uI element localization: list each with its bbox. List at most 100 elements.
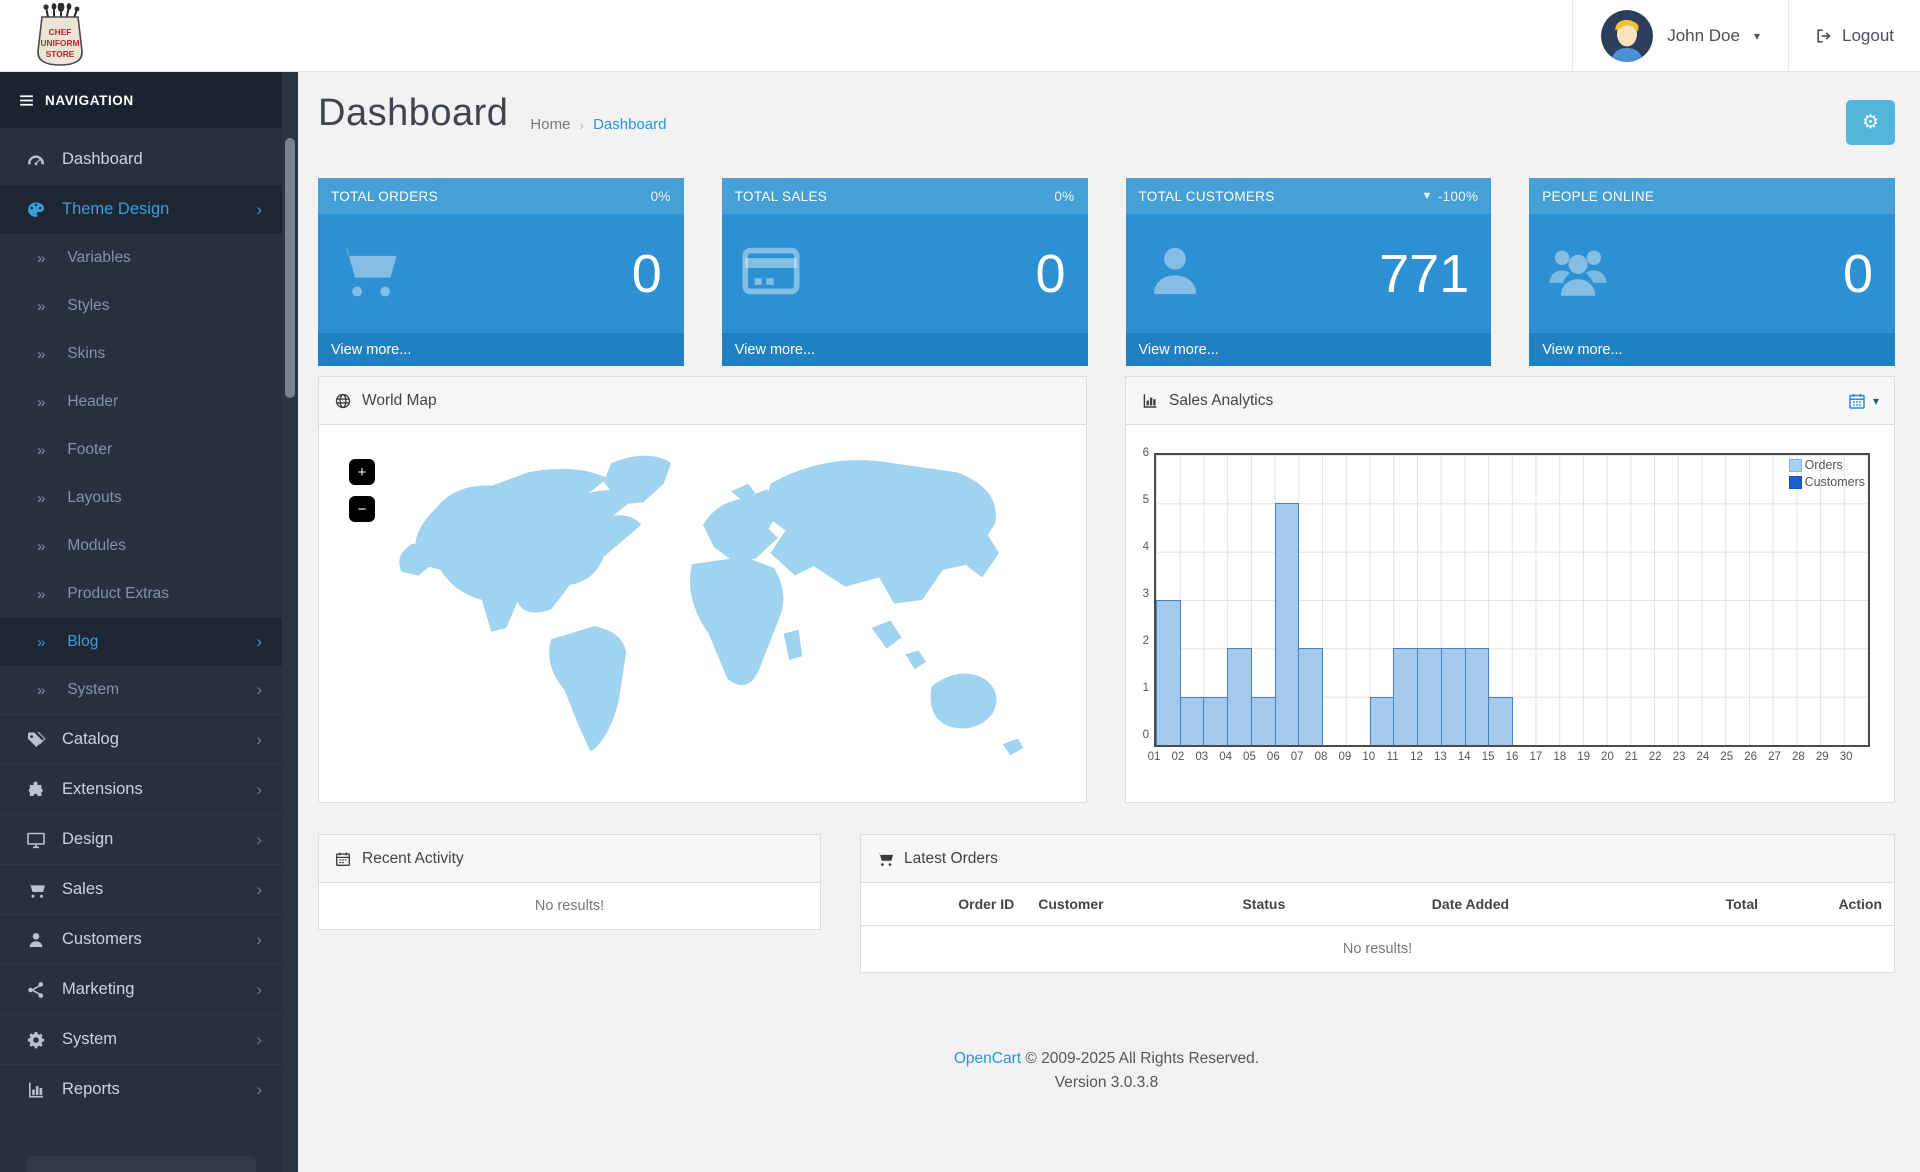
tile-body: 0 bbox=[1529, 214, 1895, 333]
page-title: Dashboard bbox=[318, 92, 509, 134]
sidebar-item-label: Catalog bbox=[62, 730, 119, 748]
sidebar-item-label: System bbox=[67, 681, 120, 698]
user-menu[interactable]: John Doe ▾ bbox=[1572, 0, 1788, 71]
sidebar-item-theme-design[interactable]: Theme Design › bbox=[0, 184, 298, 234]
legend-entry-customers: Customers bbox=[1788, 475, 1865, 489]
credit-card-icon bbox=[738, 238, 804, 309]
tile-view-more-link[interactable]: View more... bbox=[721, 333, 1088, 366]
user-name: John Doe bbox=[1667, 25, 1740, 45]
legend-swatch bbox=[1788, 458, 1802, 472]
x-tick-label: 04 bbox=[1219, 751, 1232, 763]
tile-title: TOTAL ORDERS bbox=[331, 188, 438, 204]
globe-icon bbox=[334, 392, 352, 410]
sidebar-item-dashboard[interactable]: Dashboard bbox=[0, 134, 298, 184]
chevron-right-icon: › bbox=[256, 929, 262, 949]
x-tick-label: 02 bbox=[1171, 751, 1185, 763]
sidebar-item-styles[interactable]: » Styles bbox=[0, 282, 298, 330]
x-tick-label: 06 bbox=[1266, 751, 1280, 763]
column-customer[interactable]: Customer bbox=[1026, 883, 1171, 926]
sidebar-item-system[interactable]: System › bbox=[0, 1014, 298, 1064]
sidebar-item-label: Customers bbox=[62, 930, 142, 948]
main-content: Dashboard Home › Dashboard ⚙ TOTAL ORDER… bbox=[298, 72, 1920, 1172]
sidebar-item-marketing[interactable]: Marketing › bbox=[0, 964, 298, 1014]
sidebar-item-product-extras[interactable]: » Product Extras bbox=[0, 570, 298, 618]
cart-big-icon bbox=[334, 238, 400, 309]
chart-bar-03 bbox=[1203, 696, 1229, 745]
logout-icon bbox=[1817, 28, 1831, 43]
bar-chart-icon bbox=[1141, 392, 1159, 410]
chart-bar-01 bbox=[1156, 600, 1181, 745]
calendar-caret-icon: ▾ bbox=[1872, 393, 1879, 408]
sidebar-scrollbar-thumb[interactable] bbox=[285, 138, 295, 398]
page-footer: OpenCart © 2009-2025 All Rights Reserved… bbox=[318, 1047, 1895, 1095]
sidebar-item-catalog[interactable]: Catalog › bbox=[0, 714, 298, 764]
sidebar-stats-box bbox=[26, 1156, 256, 1172]
sidebar-item-reports[interactable]: Reports › bbox=[0, 1064, 298, 1114]
column-status[interactable]: Status bbox=[1170, 883, 1357, 926]
breadcrumb-home[interactable]: Home bbox=[530, 116, 571, 133]
sidebar-item-label: Skins bbox=[67, 345, 106, 362]
breadcrumb-current[interactable]: Dashboard bbox=[593, 116, 667, 133]
sidebar-item-extensions[interactable]: Extensions › bbox=[0, 764, 298, 814]
double-chevron-icon: » bbox=[37, 249, 46, 267]
tile-header: TOTAL ORDERS 0% bbox=[318, 178, 684, 214]
x-tick-label: 22 bbox=[1648, 751, 1662, 763]
sidebar-item-label: Layouts bbox=[67, 489, 122, 506]
legend-label: Customers bbox=[1804, 475, 1865, 489]
x-tick-label: 16 bbox=[1505, 751, 1519, 763]
x-tick-label: 14 bbox=[1457, 751, 1471, 763]
chevron-right-icon: › bbox=[256, 829, 262, 849]
map-zoom-in-button[interactable]: + bbox=[349, 459, 375, 485]
column-total[interactable]: Total bbox=[1584, 883, 1770, 926]
sidebar-item-skins[interactable]: » Skins bbox=[0, 330, 298, 378]
catalog-icon bbox=[25, 729, 46, 750]
column-action[interactable]: Action bbox=[1770, 883, 1894, 926]
sidebar-scrollbar[interactable] bbox=[282, 72, 298, 1172]
x-tick-label: 19 bbox=[1577, 751, 1590, 763]
tile-view-more-link[interactable]: View more... bbox=[1125, 333, 1492, 366]
sidebar-item-system[interactable]: » System › bbox=[0, 666, 298, 714]
tile-value: 0 bbox=[1035, 243, 1066, 304]
sidebar-item-design[interactable]: Design › bbox=[0, 814, 298, 864]
gear-icon: ⚙ bbox=[1861, 111, 1880, 133]
chevron-right-icon: › bbox=[256, 632, 262, 651]
svg-text:STORE: STORE bbox=[46, 49, 75, 59]
opencart-link[interactable]: OpenCart bbox=[953, 1050, 1022, 1067]
chart-range-button[interactable]: ▾ bbox=[1847, 391, 1879, 411]
y-tick-label: 1 bbox=[1142, 682, 1149, 694]
sidebar-item-footer[interactable]: » Footer bbox=[0, 426, 298, 474]
top-header: CHEF UNIFORM STORE John Doe ▾ Logo bbox=[0, 0, 1920, 72]
sidebar-item-label: System bbox=[62, 1030, 118, 1048]
tile-header: TOTAL CUSTOMERS ▼ -100% bbox=[1125, 178, 1492, 214]
sidebar-item-modules[interactable]: » Modules bbox=[0, 522, 298, 570]
sidebar-item-variables[interactable]: » Variables bbox=[0, 234, 298, 282]
tile-view-more-link[interactable]: View more... bbox=[318, 333, 684, 366]
tile-total-orders: TOTAL ORDERS 0% 0 View more... bbox=[318, 178, 684, 366]
store-logo[interactable]: CHEF UNIFORM STORE bbox=[34, 2, 86, 74]
dashboard-settings-button[interactable]: ⚙ bbox=[1846, 100, 1895, 145]
x-tick-label: 07 bbox=[1290, 751, 1304, 763]
chart-bar-15 bbox=[1488, 696, 1513, 745]
sidebar-item-blog[interactable]: » Blog › bbox=[0, 618, 298, 666]
sidebar-item-sales[interactable]: Sales › bbox=[0, 864, 298, 914]
calendar-icon bbox=[1849, 393, 1865, 409]
sidebar-menu: Dashboard Theme Design ›» Variables» Styles»… bbox=[0, 128, 298, 1114]
world-map[interactable]: + − bbox=[319, 425, 1086, 802]
logout-button[interactable]: Logout bbox=[1788, 0, 1920, 71]
sidebar-item-layouts[interactable]: » Layouts bbox=[0, 474, 298, 522]
column-date-added[interactable]: Date Added bbox=[1356, 883, 1585, 926]
tile-value: 0 bbox=[1842, 243, 1873, 304]
x-tick-label: 08 bbox=[1314, 751, 1328, 763]
sidebar-item-customers[interactable]: Customers › bbox=[0, 914, 298, 964]
sidebar-item-header[interactable]: » Header bbox=[0, 378, 298, 426]
column-order-id[interactable]: Order ID bbox=[861, 883, 1027, 926]
map-zoom-out-button[interactable]: − bbox=[349, 496, 375, 522]
extensions-icon bbox=[25, 779, 46, 800]
chart-bar-06 bbox=[1274, 503, 1300, 745]
double-chevron-icon: » bbox=[37, 633, 46, 651]
people-big-icon bbox=[1545, 238, 1611, 309]
recent-activity-title: Recent Activity bbox=[362, 849, 464, 867]
chart-bar-02 bbox=[1179, 696, 1205, 745]
tile-percent: -100% bbox=[1437, 188, 1479, 204]
tile-view-more-link[interactable]: View more... bbox=[1529, 333, 1895, 366]
